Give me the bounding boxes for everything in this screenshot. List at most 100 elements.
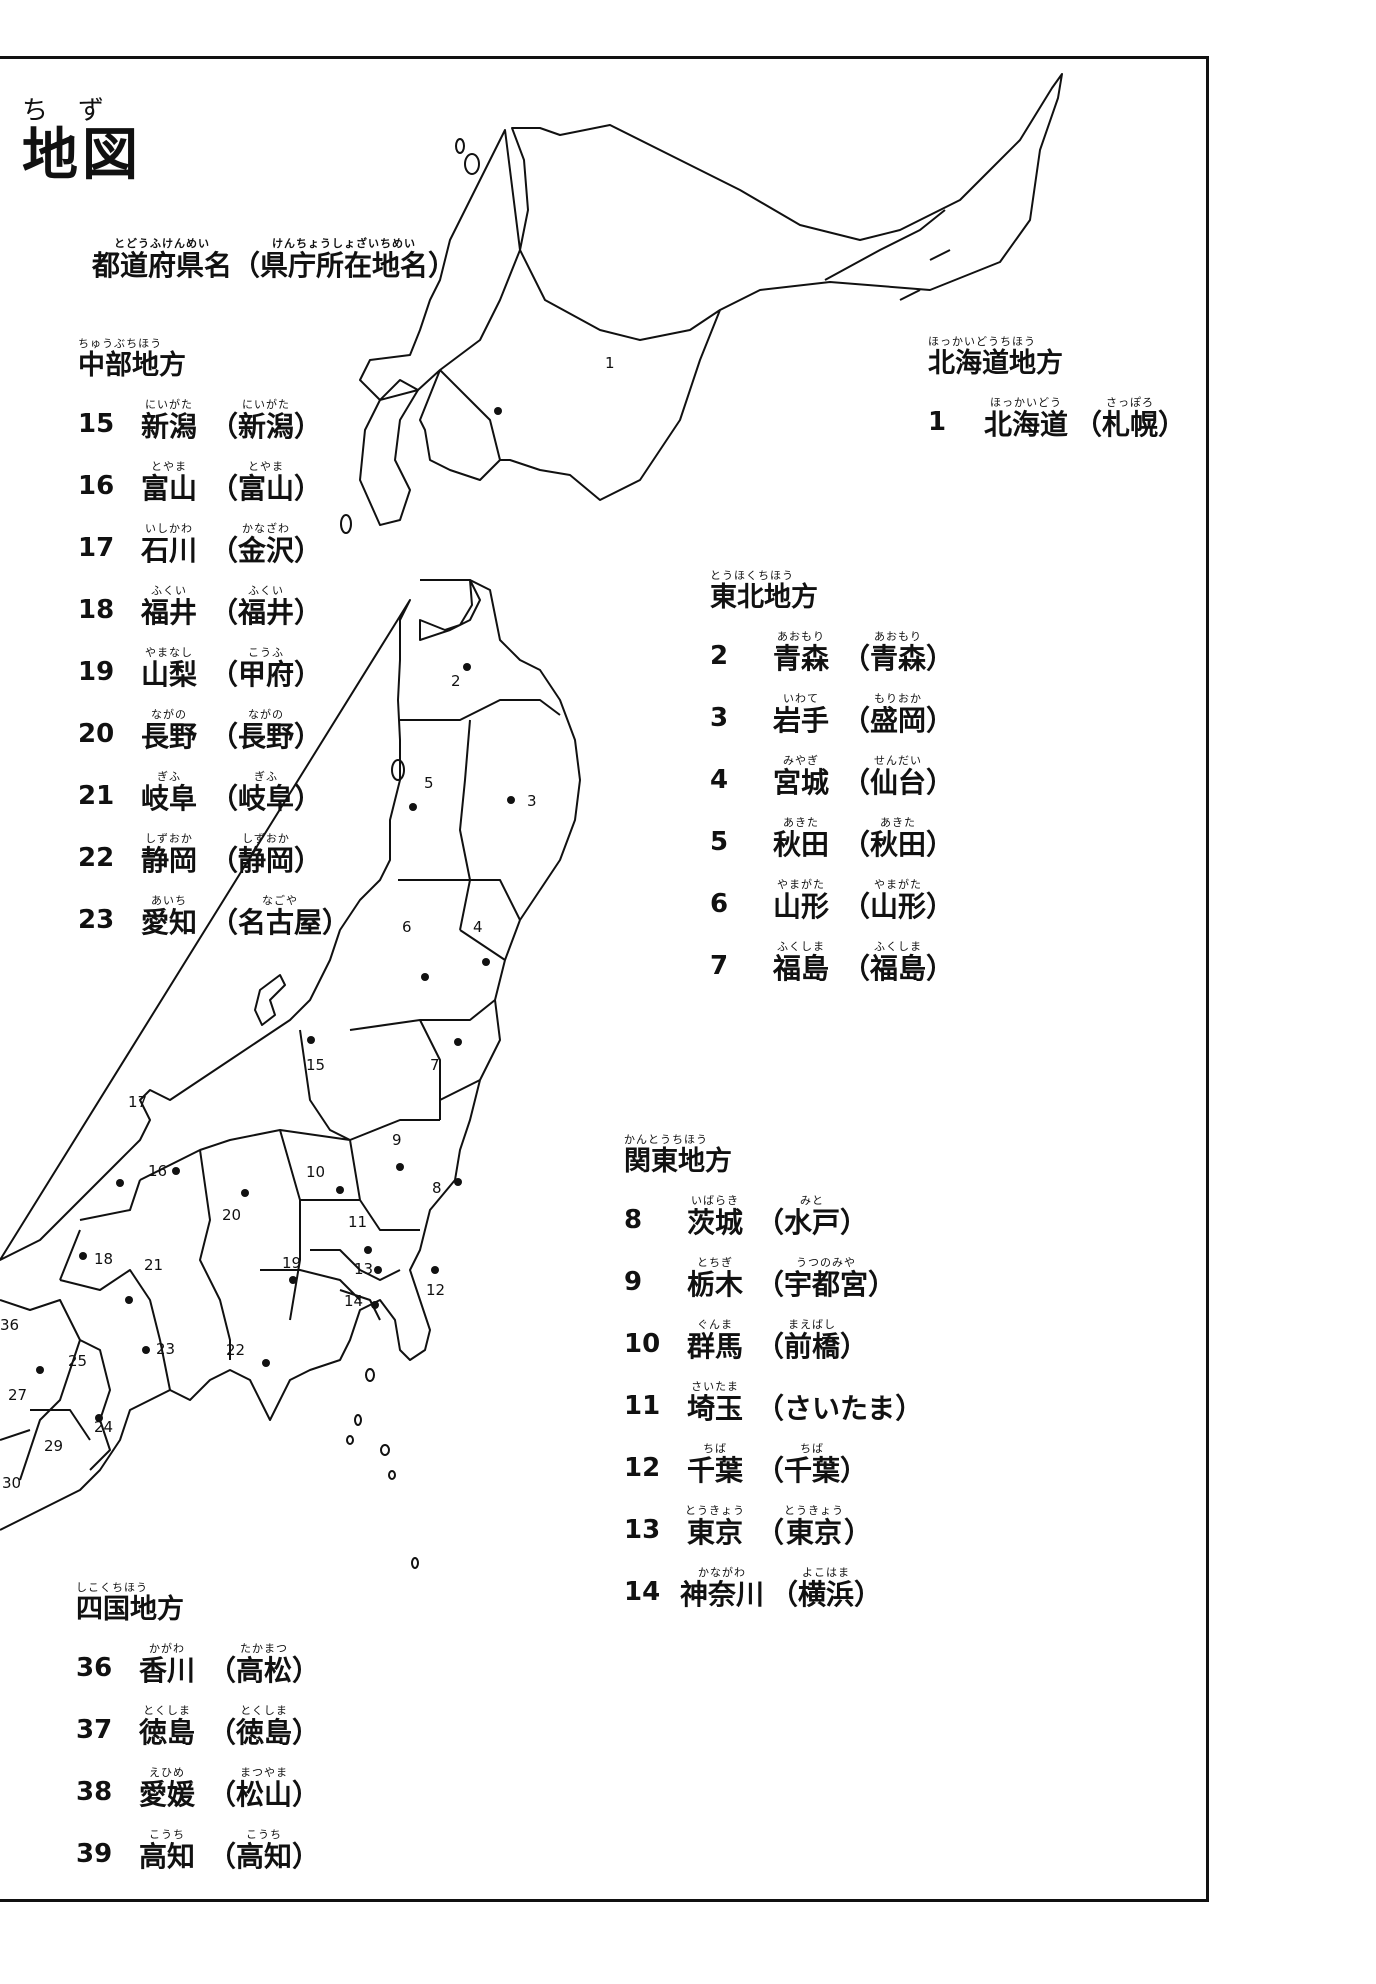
prefecture-name-text: 富山 — [140, 472, 197, 505]
prefecture-name: さいたま 埼玉 — [680, 1381, 750, 1423]
paren-close-text: ） — [854, 1578, 883, 1611]
paren-close-text: ） — [292, 1778, 321, 1811]
subtitle-open-paren: （ — [232, 238, 260, 280]
prefecture-name-text: 宮城 — [772, 766, 829, 799]
prefecture-name-text: 香川 — [138, 1654, 195, 1687]
prefecture-number: 7 — [710, 951, 729, 981]
map-label-3: 3 — [527, 792, 537, 810]
capital-group: （せんだい 仙台） — [842, 755, 954, 797]
prefecture-row: 4 みやぎ 宮城（せんだい 仙台） — [710, 735, 954, 797]
prefecture-name: とちぎ 栃木 — [680, 1257, 750, 1299]
paren-close-text: ） — [844, 1516, 873, 1549]
prefecture-row: 9 とちぎ 栃木（うつのみや 宇都宮） — [624, 1237, 923, 1299]
prefecture-name-ruby: ぎふ — [157, 770, 181, 783]
subtitle-part1-text: 都道府県名 — [92, 249, 233, 282]
paren-close: ） — [1158, 397, 1186, 439]
izu-island-2 — [354, 1414, 362, 1426]
region-tohoku: とうほくちほう 東北地方 2 あおもり 青森（あおもり 青森） 3 いわて 岩手（もりおか 盛岡）… — [710, 564, 954, 983]
capital-name-text: 水戸 — [784, 1206, 841, 1239]
paren-open-text: （ — [756, 1206, 785, 1239]
prefecture-row: 39 こうち 高知（こうち 高知） — [76, 1809, 320, 1871]
prefecture-number: 23 — [78, 905, 115, 935]
prefecture-name-ruby: ちば — [703, 1442, 727, 1455]
map-label-4: 4 — [473, 918, 483, 936]
paren-open-text: （ — [208, 1840, 237, 1873]
prefecture-name-ruby: さいたま — [691, 1380, 739, 1393]
prefecture-number: 2 — [710, 641, 729, 671]
paren-close-text: ） — [294, 844, 323, 877]
capital-name: あおもり 青森 — [870, 631, 926, 673]
prefecture-name: ちば 千葉 — [680, 1443, 750, 1485]
subtitle-close-paren: ） — [428, 238, 456, 280]
capital-name-text: 松山 — [236, 1778, 293, 1811]
capital-name-text: 宇都宮 — [784, 1268, 869, 1301]
capital-name-ruby: とうきょう — [784, 1504, 845, 1517]
prefecture-number: 13 — [624, 1515, 661, 1545]
map-label-25: 25 — [68, 1352, 87, 1370]
prefecture-name-text: 神奈川 — [680, 1578, 765, 1611]
prefecture-name-text: 茨城 — [686, 1206, 743, 1239]
map-label-13: 13 — [354, 1260, 373, 1278]
capital-name-ruby: しずおか — [242, 832, 290, 845]
paren-close: ） — [292, 1829, 320, 1871]
prefecture-number: 18 — [78, 595, 115, 625]
capital-name-ruby: やまがた — [874, 878, 923, 891]
prefecture-number: 20 — [78, 719, 115, 749]
region-heading-shikoku-label: しこくちほう 四国地方 — [76, 1582, 184, 1623]
prefecture-row: 17 いしかわ 石川（かなざわ 金沢） — [78, 503, 350, 565]
paren-open: （ — [210, 523, 238, 565]
paren-open: （ — [1074, 397, 1102, 439]
paren-close-text: ） — [895, 1392, 924, 1425]
prefecture-name: とくしま 徳島 — [132, 1705, 202, 1747]
prefecture-number: 11 — [624, 1391, 661, 1421]
paren-close: ） — [292, 1643, 320, 1685]
paren-close-text: ） — [1158, 408, 1187, 441]
map-label-24: 24 — [94, 1418, 113, 1436]
paren-open: （ — [210, 585, 238, 627]
prefecture-name-text: 福井 — [140, 596, 197, 629]
capital-name: せんだい 仙台 — [870, 755, 926, 797]
map-label-2: 2 — [451, 672, 461, 690]
prefecture-name-ruby: とくしま — [143, 1704, 191, 1717]
capital-name-text: 前橋 — [784, 1330, 841, 1363]
subtitle-part1: とどうふけんめい 都道府県名 — [92, 238, 232, 280]
paren-open-text: （ — [756, 1330, 785, 1363]
paren-close-text: ） — [840, 1206, 869, 1239]
prefecture-row: 18 ふくい 福井（ふくい 福井） — [78, 565, 350, 627]
paren-close: ） — [926, 817, 954, 859]
capital-name: ふくしま 福島 — [870, 941, 926, 983]
subtitle: とどうふけんめい 都道府県名 （ けんちょうしょざいちめい 県庁所在地名 ） — [92, 238, 456, 280]
capital-group: （ふくい 福井） — [210, 585, 322, 627]
region-heading-shikoku-label-ruby: しこくちほう — [76, 1581, 148, 1594]
paren-open-text: （ — [756, 1516, 785, 1549]
capital-name-ruby: こうふ — [248, 646, 285, 659]
capital-name-ruby: まつやま — [240, 1766, 289, 1779]
kinki-inner — [0, 1299, 111, 1481]
capital-group: （しずおか 静岡） — [210, 833, 322, 875]
prefecture-row: 37 とくしま 徳島（とくしま 徳島） — [76, 1685, 320, 1747]
region-heading-kanto-label-text: 関東地方 — [624, 1146, 732, 1177]
region-heading-chubu-label-text: 中部地方 — [78, 350, 186, 381]
capital-name-text: 高松 — [236, 1654, 293, 1687]
paren-close-text: ） — [292, 1840, 321, 1873]
capital-group: （よこはま 横浜） — [770, 1567, 882, 1609]
capital-group: （さいたま） — [756, 1381, 923, 1423]
region-heading-chubu: ちゅうぶちほう 中部地方 — [78, 332, 350, 379]
map-label-30: 30 — [2, 1474, 21, 1492]
capital-group: （こうち 高知） — [208, 1829, 320, 1871]
paren-close-text: ） — [840, 1454, 869, 1487]
map-label-20: 20 — [222, 1206, 241, 1224]
region-heading-shikoku: しこくちほう 四国地方 — [76, 1576, 320, 1623]
paren-open-text: （ — [770, 1578, 799, 1611]
capital-name-ruby: とやま — [248, 460, 285, 473]
capital-name: まつやま 松山 — [236, 1767, 292, 1809]
map-label-36: 36 — [0, 1316, 19, 1334]
prefecture-number: 17 — [78, 533, 115, 563]
paren-open: （ — [756, 1505, 784, 1547]
prefecture-name-ruby: とちぎ — [697, 1256, 733, 1269]
map-label-29: 29 — [44, 1437, 63, 1455]
subtitle-close-text: ） — [428, 249, 457, 282]
paren-open: （ — [210, 461, 238, 503]
paren-open: （ — [842, 631, 870, 673]
